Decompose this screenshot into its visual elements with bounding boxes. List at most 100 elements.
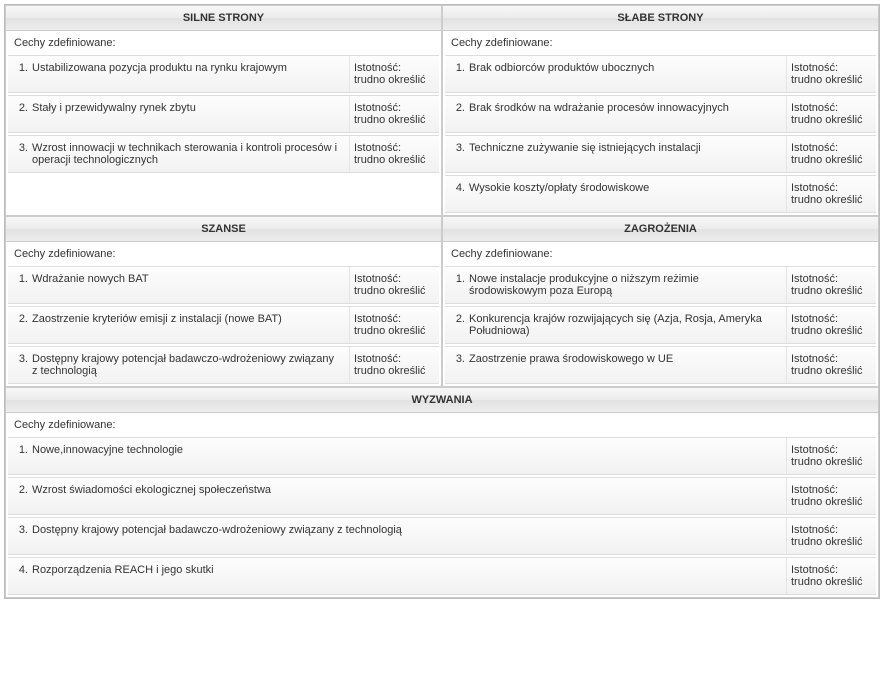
relevance-cell: Istotność:trudno określić — [349, 136, 439, 172]
section-challenges: WYZWANIA Cechy zdefiniowane: 1.Nowe,inno… — [5, 387, 879, 598]
relevance-label: Istotność: — [791, 564, 870, 576]
defined-label: Cechy zdefiniowane: — [443, 31, 878, 53]
item-number: 1. — [451, 62, 469, 86]
items-threats: 1.Nowe instalacje produkcyjne o niższym … — [443, 266, 878, 384]
item-text: Zaostrzenie prawa środowiskowego w UE — [469, 353, 778, 377]
item-number: 3. — [14, 524, 32, 548]
section-opportunities: SZANSE Cechy zdefiniowane: 1.Wdrażanie n… — [5, 216, 442, 387]
relevance-value: trudno określić — [791, 365, 870, 377]
section-header-strengths: SILNE STRONY — [6, 6, 441, 31]
section-header-opportunities: SZANSE — [6, 217, 441, 242]
item-text: Wzrost świadomości ekologicznej społecze… — [32, 484, 778, 508]
relevance-cell: Istotność:trudno określić — [349, 307, 439, 343]
relevance-value: trudno określić — [791, 456, 870, 468]
relevance-cell: Istotność:trudno określić — [349, 96, 439, 132]
list-item: 3.Wzrost innowacji w technikach sterowan… — [8, 135, 439, 173]
item-text: Wdrażanie nowych BAT — [32, 273, 341, 297]
list-item: 1.Ustabilizowana pozycja produktu na ryn… — [8, 55, 439, 93]
section-strengths: SILNE STRONY Cechy zdefiniowane: 1.Ustab… — [5, 5, 442, 216]
item-text: Brak odbiorców produktów ubocznych — [469, 62, 778, 86]
relevance-cell: Istotność:trudno określić — [786, 96, 876, 132]
item-text: Wysokie koszty/opłaty środowiskowe — [469, 182, 778, 206]
item-text: Dostępny krajowy potencjał badawczo-wdro… — [32, 524, 778, 548]
relevance-cell: Istotność:trudno określić — [786, 56, 876, 92]
list-item: 4.Wysokie koszty/opłaty środowiskowe Isto… — [445, 175, 876, 213]
relevance-cell: Istotność:trudno określić — [786, 438, 876, 474]
relevance-label: Istotność: — [791, 182, 870, 194]
relevance-label: Istotność: — [354, 313, 433, 325]
item-number: 2. — [451, 102, 469, 126]
items-challenges: 1.Nowe,innowacyjne technologieIstotność:… — [6, 437, 878, 595]
relevance-cell: Istotność:trudno określić — [786, 478, 876, 514]
defined-label: Cechy zdefiniowane: — [6, 242, 441, 264]
item-text: Brak środków na wdrażanie procesów innow… — [469, 102, 778, 126]
relevance-value: trudno określić — [791, 325, 870, 337]
relevance-cell: Istotność:trudno określić — [349, 347, 439, 383]
relevance-cell: Istotność:trudno określić — [349, 56, 439, 92]
defined-label: Cechy zdefiniowane: — [6, 413, 878, 435]
relevance-label: Istotność: — [354, 273, 433, 285]
items-weaknesses: 1.Brak odbiorców produktów ubocznych Isto… — [443, 55, 878, 213]
defined-label: Cechy zdefiniowane: — [443, 242, 878, 264]
list-item: 3.Dostępny krajowy potencjał badawczo-wd… — [8, 517, 876, 555]
swot-grid: SILNE STRONY Cechy zdefiniowane: 1.Ustab… — [4, 4, 880, 599]
relevance-value: trudno określić — [791, 74, 870, 86]
relevance-label: Istotność: — [354, 353, 433, 365]
item-number: 1. — [14, 62, 32, 86]
relevance-label: Istotność: — [791, 102, 870, 114]
item-number: 4. — [451, 182, 469, 206]
relevance-value: trudno określić — [791, 285, 870, 297]
relevance-value: trudno określić — [354, 114, 433, 126]
list-item: 3.Zaostrzenie prawa środowiskowego w UE I… — [445, 346, 876, 384]
relevance-value: trudno określić — [791, 114, 870, 126]
item-number: 2. — [451, 313, 469, 337]
list-item: 4.Rozporządzenia REACH i jego skutkiIsto… — [8, 557, 876, 595]
item-text: Nowe instalacje produkcyjne o niższym re… — [469, 273, 778, 297]
items-strengths: 1.Ustabilizowana pozycja produktu na ryn… — [6, 55, 441, 209]
relevance-cell: Istotność:trudno określić — [786, 136, 876, 172]
relevance-cell: Istotność:trudno określić — [786, 518, 876, 554]
relevance-label: Istotność: — [791, 524, 870, 536]
relevance-cell: Istotność:trudno określić — [786, 347, 876, 383]
item-number: 3. — [14, 142, 32, 166]
relevance-cell: Istotność:trudno określić — [786, 176, 876, 212]
defined-label: Cechy zdefiniowane: — [6, 31, 441, 53]
relevance-label: Istotność: — [354, 142, 433, 154]
relevance-label: Istotność: — [354, 102, 433, 114]
item-text: Wzrost innowacji w technikach sterowania… — [32, 142, 341, 166]
list-item: 2.Konkurencja krajów rozwijających się (… — [445, 306, 876, 344]
relevance-value: trudno określić — [354, 154, 433, 166]
item-number: 1. — [14, 444, 32, 468]
relevance-label: Istotność: — [791, 62, 870, 74]
item-text: Stały i przewidywalny rynek zbytu — [32, 102, 341, 126]
list-item: 3.Techniczne zużywanie się istniejących … — [445, 135, 876, 173]
item-text: Rozporządzenia REACH i jego skutki — [32, 564, 778, 588]
relevance-label: Istotność: — [791, 484, 870, 496]
item-text: Techniczne zużywanie się istniejących in… — [469, 142, 778, 166]
section-header-weaknesses: SŁABE STRONY — [443, 6, 878, 31]
list-item: 2.Zaostrzenie kryteriów emisji z instala… — [8, 306, 439, 344]
relevance-label: Istotność: — [791, 273, 870, 285]
list-item: 1.Nowe,innowacyjne technologieIstotność:… — [8, 437, 876, 475]
list-item: 2.Brak środków na wdrażanie procesów inn… — [445, 95, 876, 133]
section-header-challenges: WYZWANIA — [6, 388, 878, 413]
item-number: 3. — [451, 353, 469, 377]
relevance-value: trudno określić — [354, 365, 433, 377]
relevance-cell: Istotność:trudno określić — [786, 267, 876, 303]
relevance-cell: Istotność:trudno określić — [786, 558, 876, 594]
relevance-value: trudno określić — [791, 154, 870, 166]
relevance-label: Istotność: — [791, 313, 870, 325]
item-number: 2. — [14, 102, 32, 126]
relevance-value: trudno określić — [791, 576, 870, 588]
item-text: Ustabilizowana pozycja produktu na rynku… — [32, 62, 341, 86]
item-number: 2. — [14, 484, 32, 508]
list-item: 3.Dostępny krajowy potencjał badawczo-wd… — [8, 346, 439, 384]
item-number: 3. — [451, 142, 469, 166]
relevance-label: Istotność: — [791, 444, 870, 456]
item-number: 1. — [451, 273, 469, 297]
relevance-cell: Istotność:trudno określić — [786, 307, 876, 343]
relevance-value: trudno określić — [354, 285, 433, 297]
list-item: 1.Nowe instalacje produkcyjne o niższym … — [445, 266, 876, 304]
list-item: 2.Stały i przewidywalny rynek zbytu Istot… — [8, 95, 439, 133]
item-text: Zaostrzenie kryteriów emisji z instalacj… — [32, 313, 341, 337]
